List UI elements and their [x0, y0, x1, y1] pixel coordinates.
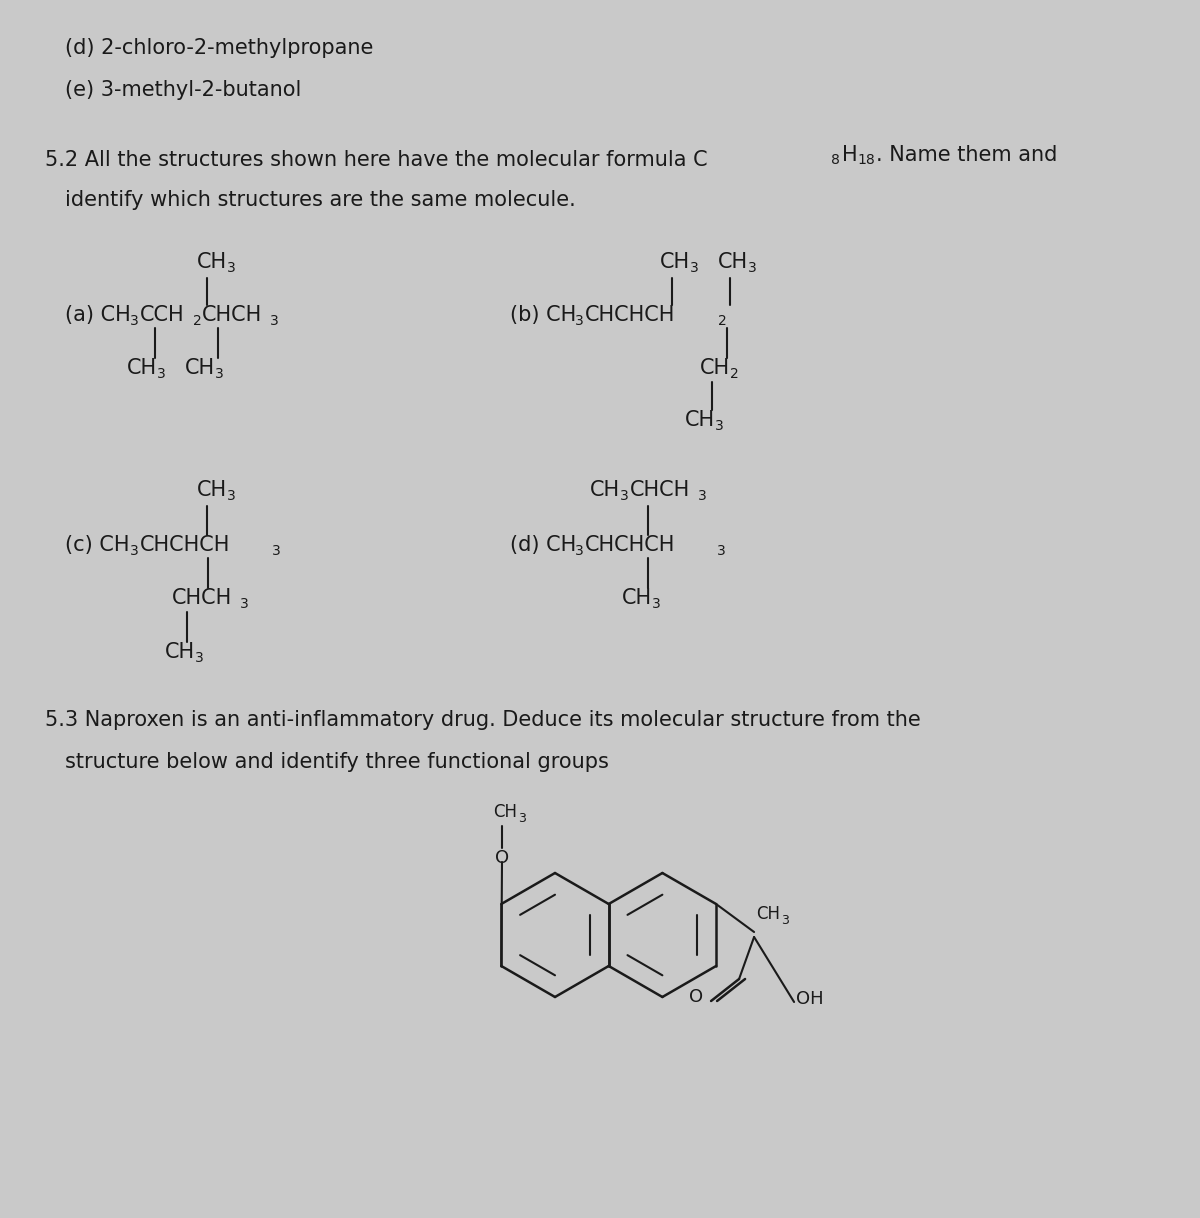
Text: CH: CH: [700, 358, 730, 378]
Text: 3: 3: [130, 314, 139, 328]
Text: CHCH: CHCH: [630, 480, 690, 501]
Text: (b) CH: (b) CH: [510, 304, 576, 325]
Text: structure below and identify three functional groups: structure below and identify three funct…: [65, 752, 608, 772]
Text: H: H: [842, 145, 858, 164]
Text: 3: 3: [130, 544, 139, 558]
Text: (c) CH: (c) CH: [65, 535, 130, 555]
Text: 5.2 All the structures shown here have the molecular formula C: 5.2 All the structures shown here have t…: [46, 150, 708, 171]
Text: . Name them and: . Name them and: [876, 145, 1057, 164]
Text: 3: 3: [652, 597, 661, 611]
Text: 8: 8: [830, 153, 840, 167]
Text: 3: 3: [227, 261, 235, 275]
Text: CH: CH: [127, 358, 157, 378]
Text: CH: CH: [756, 905, 780, 923]
Text: 3: 3: [715, 419, 724, 434]
Text: identify which structures are the same molecule.: identify which structures are the same m…: [65, 190, 576, 209]
Text: CH: CH: [622, 588, 652, 608]
Text: 3: 3: [748, 261, 757, 275]
Text: 3: 3: [690, 261, 698, 275]
Text: CH: CH: [197, 480, 227, 501]
Text: O: O: [496, 849, 509, 867]
Text: 3: 3: [575, 544, 583, 558]
Text: 3: 3: [157, 367, 166, 381]
Text: (a) CH: (a) CH: [65, 304, 131, 325]
Text: 3: 3: [698, 488, 707, 503]
Text: 3: 3: [227, 488, 235, 503]
Text: (e) 3-methyl-2-butanol: (e) 3-methyl-2-butanol: [65, 80, 301, 100]
Text: CH: CH: [197, 252, 227, 272]
Text: CH: CH: [718, 252, 748, 272]
Text: 3: 3: [194, 650, 204, 665]
Text: CHCHCH: CHCHCH: [586, 535, 676, 555]
Text: CCH: CCH: [140, 304, 185, 325]
Text: 3: 3: [518, 811, 526, 825]
Text: CH: CH: [590, 480, 620, 501]
Text: 3: 3: [781, 914, 788, 927]
Text: 3: 3: [272, 544, 281, 558]
Text: 2: 2: [193, 314, 202, 328]
Text: OH: OH: [796, 990, 823, 1009]
Text: 3: 3: [215, 367, 223, 381]
Text: (d) CH: (d) CH: [510, 535, 576, 555]
Text: 3: 3: [718, 544, 726, 558]
Text: CHCH: CHCH: [172, 588, 233, 608]
Text: CH: CH: [166, 642, 196, 663]
Text: O: O: [689, 988, 703, 1006]
Text: CHCH: CHCH: [202, 304, 263, 325]
Text: 2: 2: [730, 367, 739, 381]
Text: 3: 3: [240, 597, 248, 611]
Text: 18: 18: [857, 153, 875, 167]
Text: CH: CH: [185, 358, 215, 378]
Text: CH: CH: [660, 252, 690, 272]
Text: 5.3 Naproxen is an anti-inflammatory drug. Deduce its molecular structure from t: 5.3 Naproxen is an anti-inflammatory dru…: [46, 710, 920, 730]
Text: 3: 3: [620, 488, 629, 503]
Text: (d) 2-chloro-2-methylpropane: (d) 2-chloro-2-methylpropane: [65, 38, 373, 58]
Text: CHCHCH: CHCHCH: [140, 535, 230, 555]
Text: CHCHCH: CHCHCH: [586, 304, 676, 325]
Text: 2: 2: [718, 314, 727, 328]
Text: CH: CH: [685, 410, 715, 430]
Text: 3: 3: [270, 314, 278, 328]
Text: CH: CH: [493, 803, 517, 821]
Text: 3: 3: [575, 314, 583, 328]
